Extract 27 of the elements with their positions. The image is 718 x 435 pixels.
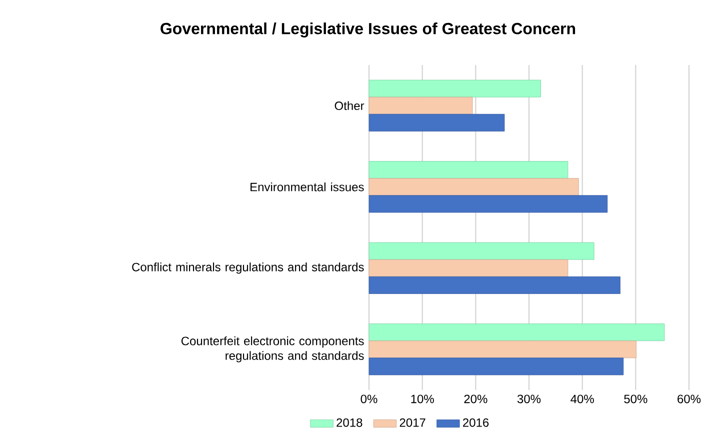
chart-title: Governmental / Legislative Issues of Greatest Concern <box>160 22 576 38</box>
y-tick-label: Environmental issues <box>250 182 364 192</box>
legend-label: 2017 <box>400 418 426 427</box>
bar <box>368 259 568 277</box>
legend-label: 2016 <box>463 418 489 427</box>
bar <box>368 276 620 294</box>
y-tick-label: Other <box>334 101 364 110</box>
x-tick-label: 60% <box>678 394 701 404</box>
x-tick-label: 0% <box>360 394 378 404</box>
x-tick-label: 20% <box>464 394 488 404</box>
x-tick-label: 10% <box>411 394 434 404</box>
bar <box>368 195 608 213</box>
bar <box>368 340 636 358</box>
bar <box>368 242 594 260</box>
x-tick-label: 40% <box>570 394 594 404</box>
bar <box>368 358 624 376</box>
x-tick-label: 30% <box>517 394 541 404</box>
bar <box>368 324 665 342</box>
bar <box>368 178 579 196</box>
bar <box>368 114 505 132</box>
bar <box>368 161 568 179</box>
bar <box>368 80 541 98</box>
bar <box>368 96 473 114</box>
x-tick-label: 50% <box>624 394 648 404</box>
y-tick-label: Counterfeit electronic components regulations and standards <box>181 336 364 362</box>
legend-label: 2018 <box>336 418 362 427</box>
y-tick-label: Conflict minerals regulations and standards <box>132 262 364 274</box>
